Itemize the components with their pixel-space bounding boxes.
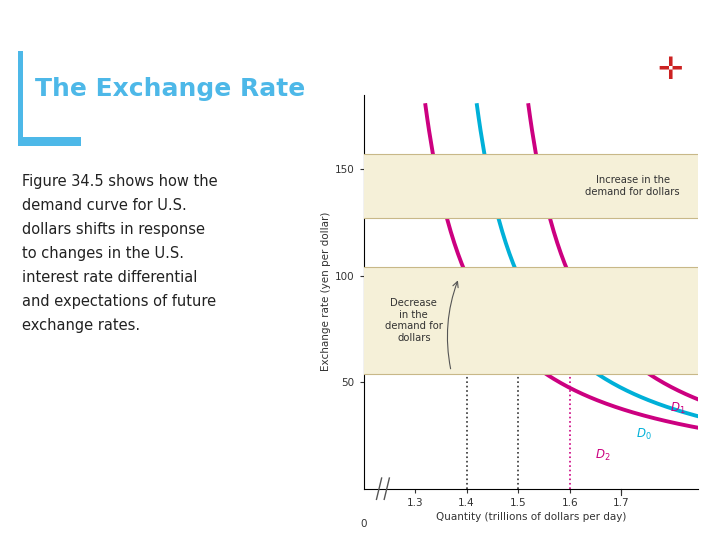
FancyBboxPatch shape	[0, 267, 720, 374]
X-axis label: Quantity (trillions of dollars per day): Quantity (trillions of dollars per day)	[436, 512, 626, 522]
Text: ✛: ✛	[657, 56, 683, 85]
Text: $D_0$: $D_0$	[636, 427, 652, 442]
Text: 0: 0	[360, 518, 367, 529]
Text: $D_2$: $D_2$	[595, 448, 611, 463]
Text: Figure 34.5 shows how the
demand curve for U.S.
dollars shifts in response
to ch: Figure 34.5 shows how the demand curve f…	[22, 174, 217, 333]
FancyBboxPatch shape	[57, 154, 720, 218]
FancyBboxPatch shape	[18, 51, 23, 146]
Text: Increase in the
demand for dollars: Increase in the demand for dollars	[585, 176, 680, 197]
Text: $D_1$: $D_1$	[670, 401, 685, 416]
Text: The Exchange Rate: The Exchange Rate	[35, 77, 305, 100]
FancyBboxPatch shape	[18, 137, 81, 146]
Y-axis label: Exchange rate (yen per dollar): Exchange rate (yen per dollar)	[320, 212, 330, 372]
Text: Decrease
in the
demand for
dollars: Decrease in the demand for dollars	[385, 298, 443, 343]
